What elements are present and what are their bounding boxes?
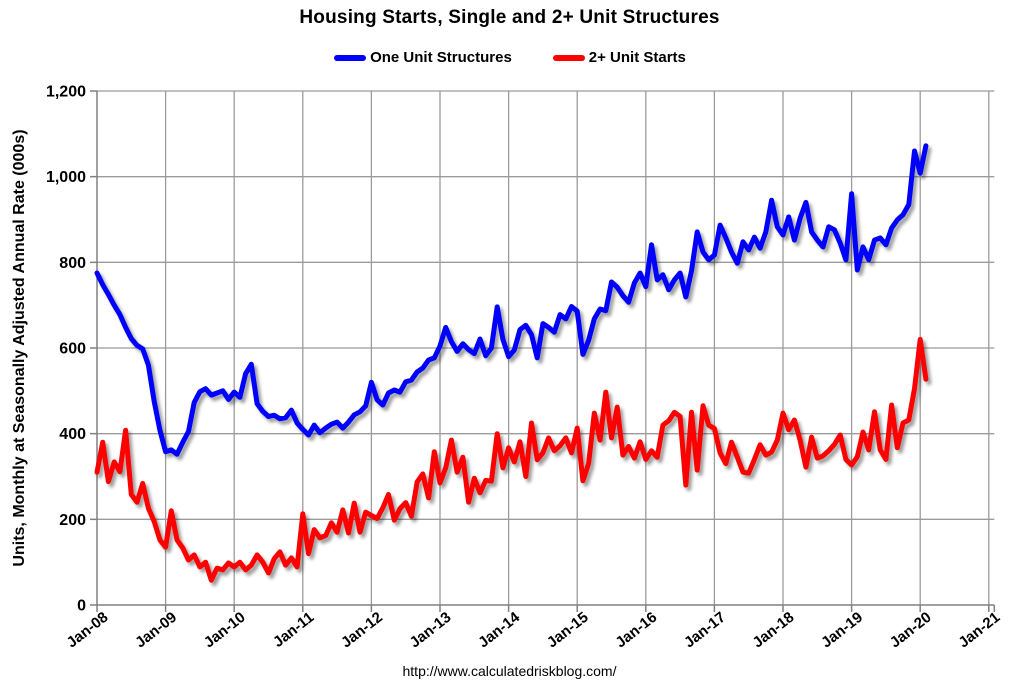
legend-swatch-one-unit-icon bbox=[334, 54, 367, 61]
source-url: http://www.calculatedriskblog.com/ bbox=[402, 663, 617, 679]
x-tick-label: Jan-15 bbox=[544, 609, 592, 652]
x-tick-label: Jan-19 bbox=[818, 609, 866, 652]
x-tick-label: Jan-13 bbox=[407, 609, 455, 652]
legend-item-one-unit: One Unit Structures bbox=[333, 49, 512, 66]
x-tick-label: Jan-16 bbox=[612, 609, 660, 652]
one-unit-color-swatch bbox=[334, 54, 367, 61]
legend-swatch-two-plus-icon bbox=[552, 54, 585, 61]
x-tick-label: Jan-20 bbox=[887, 609, 935, 652]
x-tick-label: Jan-14 bbox=[475, 608, 523, 651]
x-tick-label: Jan-17 bbox=[681, 609, 729, 652]
x-tick-label: Jan-10 bbox=[201, 609, 249, 652]
x-tick-label: Jan-21 bbox=[955, 609, 1003, 652]
y-tick-label: 1,200 bbox=[46, 84, 86, 101]
y-tick-label: 1,000 bbox=[46, 169, 86, 186]
two-plus-color-swatch bbox=[552, 54, 585, 61]
x-tick-label: Jan-11 bbox=[270, 609, 317, 651]
chart-title: Housing Starts, Single and 2+ Unit Struc… bbox=[299, 7, 720, 28]
x-tick-label: Jan-08 bbox=[64, 609, 112, 652]
series-line-one-unit-structures bbox=[94, 143, 929, 457]
y-tick-label: 800 bbox=[59, 255, 86, 272]
y-tick-label: 400 bbox=[59, 426, 86, 443]
legend-label-one-unit: One Unit Structures bbox=[370, 49, 512, 66]
series-line-2-unit-starts bbox=[94, 336, 929, 583]
legend-item-two-plus: 2+ Unit Starts bbox=[552, 49, 686, 66]
y-axis-title: Units, Monthly at Seasonally Adjusted An… bbox=[11, 129, 28, 566]
y-tick-label: 600 bbox=[59, 341, 86, 358]
x-tick-label: Jan-12 bbox=[338, 609, 386, 652]
y-tick-label: 0 bbox=[77, 598, 86, 615]
plot-area: 0 200 400 600 800 1,000 1,200 Jan-08 Jan-09 Jan-1… bbox=[11, 84, 1003, 652]
legend-label-two-plus: 2+ Unit Starts bbox=[588, 49, 686, 66]
x-tick-label: Jan-09 bbox=[132, 609, 180, 652]
y-tick-label: 200 bbox=[59, 512, 86, 529]
x-tick-label: Jan-18 bbox=[750, 609, 798, 652]
legend: One Unit Structures 2+ Unit Starts bbox=[0, 49, 1019, 66]
